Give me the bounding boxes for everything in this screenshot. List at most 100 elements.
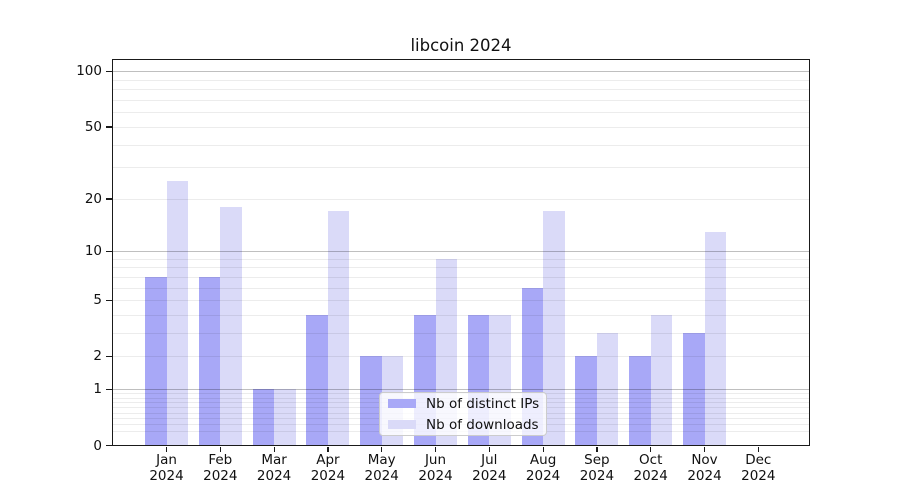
x-tick-mark	[757, 447, 759, 452]
year-label: 2024	[418, 467, 453, 484]
month-label: Dec	[745, 452, 772, 468]
gridline-minor	[112, 126, 810, 128]
year-label: 2024	[364, 467, 399, 484]
gridline-minor	[112, 356, 810, 358]
x-axis-tick-label: Jul 2024	[454, 452, 524, 484]
gridline-major	[112, 389, 810, 391]
x-axis-tick-label: Jan 2024	[132, 452, 202, 484]
legend: Nb of distinct IPs Nb of downloads	[379, 392, 547, 436]
y-axis-tick-label: 10	[84, 243, 102, 260]
y-tick-mark	[106, 388, 112, 391]
month-label: Jul	[481, 452, 498, 468]
year-label: 2024	[203, 467, 238, 484]
x-axis-tick-label: Feb 2024	[185, 452, 255, 484]
month-label: Jun	[424, 452, 447, 468]
year-label: 2024	[579, 467, 615, 484]
month-label: Apr	[316, 452, 340, 468]
x-tick-mark	[327, 447, 329, 452]
y-axis-tick-label: 20	[84, 190, 102, 207]
bar-distinct-ips-oct	[629, 356, 651, 446]
x-tick-mark	[434, 447, 437, 452]
x-axis-tick-label: Nov 2024	[670, 452, 740, 484]
gridline-minor	[112, 167, 810, 169]
y-axis-tick-label: 2	[93, 348, 102, 365]
y-tick-mark	[106, 445, 112, 447]
month-label: Sep	[584, 452, 610, 468]
x-axis-tick-label: Apr 2024	[293, 452, 363, 484]
x-axis-tick-label: Dec 2024	[723, 452, 793, 484]
bar-distinct-ips-sep	[575, 356, 597, 446]
legend-swatch-distinct-ips	[388, 398, 416, 409]
x-tick-mark	[273, 447, 275, 452]
y-tick-mark	[106, 250, 112, 252]
gridline-minor	[112, 198, 810, 200]
bar-downloads-oct	[650, 315, 673, 446]
gridline-minor	[112, 144, 810, 146]
gridline-minor	[112, 258, 810, 260]
month-label: Aug	[529, 452, 557, 468]
gridline-minor	[112, 267, 810, 269]
gridline-minor	[112, 287, 810, 289]
x-tick-mark	[596, 447, 598, 452]
x-tick-mark	[488, 447, 490, 452]
month-label: Nov	[691, 452, 718, 468]
gridline-major	[112, 251, 810, 253]
legend-label-downloads: Nb of downloads	[426, 416, 539, 433]
x-tick-mark	[650, 447, 652, 452]
gridline-minor	[112, 333, 810, 335]
month-label: Feb	[208, 452, 233, 468]
bar-distinct-ips-may	[360, 356, 382, 446]
y-tick-mark	[106, 299, 112, 302]
gridline-minor	[112, 276, 810, 278]
x-axis-tick-label: Jun 2024	[401, 452, 471, 484]
y-axis-tick-label: 100	[76, 63, 102, 80]
x-axis-tick-label: Sep 2024	[562, 452, 632, 484]
legend-label-distinct-ips: Nb of distinct IPs	[426, 395, 540, 412]
gridline-major	[112, 71, 810, 73]
bar-downloads-aug	[543, 211, 565, 446]
bar-distinct-ips-apr	[306, 315, 328, 446]
year-label: 2024	[633, 467, 668, 484]
y-axis-tick-label: 1	[93, 381, 102, 398]
bar-downloads-mar	[274, 389, 296, 446]
gridline-minor	[112, 112, 810, 114]
bar-distinct-ips-mar	[252, 389, 275, 446]
bar-distinct-ips-feb	[198, 276, 221, 446]
gridline-minor	[112, 300, 810, 302]
month-label: Oct	[639, 452, 663, 468]
bar-distinct-ips-nov	[683, 333, 705, 446]
gridline-minor	[112, 100, 810, 102]
year-label: 2024	[256, 467, 292, 484]
y-tick-mark	[106, 126, 112, 128]
bar-downloads-apr	[327, 211, 350, 446]
month-label: Mar	[261, 452, 287, 468]
year-label: 2024	[472, 467, 507, 484]
y-tick-mark	[106, 70, 112, 73]
legend-item-downloads: Nb of downloads	[388, 417, 546, 433]
x-axis-tick-label: Mar 2024	[239, 452, 309, 484]
month-label: May	[367, 452, 396, 468]
x-axis-tick-label: Aug 2024	[508, 452, 578, 484]
legend-item-distinct-ips: Nb of distinct IPs	[388, 396, 546, 412]
y-axis-tick-label: 50	[84, 118, 102, 135]
x-tick-mark	[703, 447, 706, 452]
y-axis-tick-label: 0	[93, 437, 102, 454]
bar-downloads-nov	[704, 231, 726, 446]
chart-title: libcoin 2024	[410, 36, 512, 55]
gridline-minor	[112, 89, 810, 91]
month-label: Jan	[156, 452, 177, 468]
gridline-minor	[112, 79, 810, 81]
year-label: 2024	[741, 467, 776, 484]
x-tick-mark	[219, 447, 221, 452]
year-label: 2024	[525, 467, 561, 484]
year-label: 2024	[149, 467, 184, 484]
y-tick-mark	[106, 198, 112, 200]
year-label: 2024	[310, 467, 346, 484]
y-axis-tick-label: 5	[93, 292, 102, 309]
y-tick-mark	[106, 355, 112, 358]
gridline-minor	[112, 315, 810, 317]
x-tick-mark	[542, 447, 544, 452]
bar-downloads-feb	[220, 206, 242, 446]
bar-downloads-jan	[166, 181, 188, 446]
bar-distinct-ips-jan	[145, 276, 167, 446]
